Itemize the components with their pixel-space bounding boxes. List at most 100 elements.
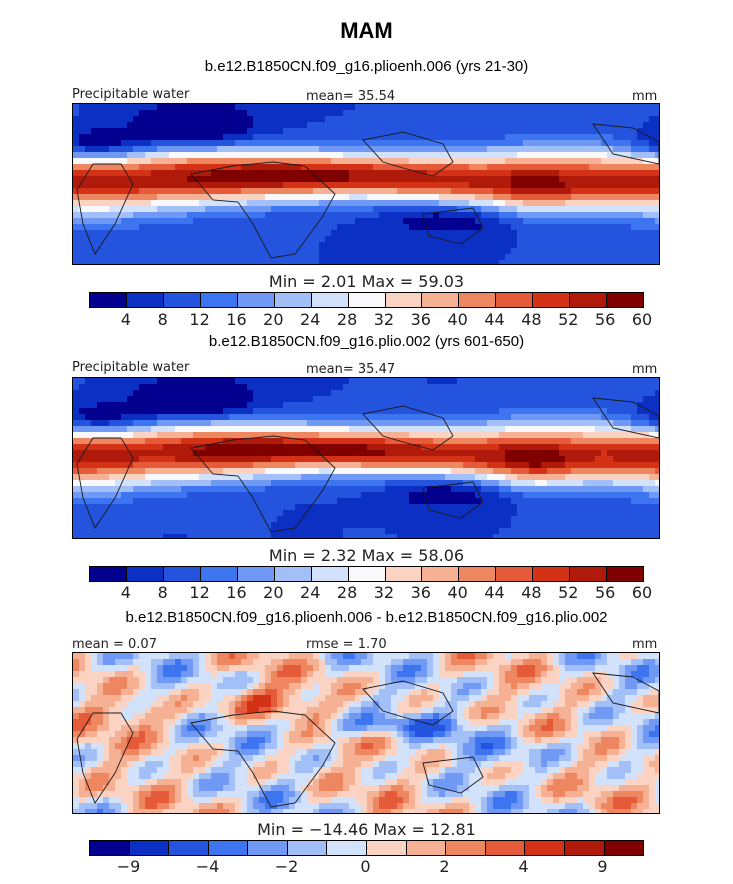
colorbar-swatch xyxy=(126,567,164,581)
colorbar-swatch xyxy=(604,841,644,855)
colorbar-tick-label: 32 xyxy=(373,583,395,602)
colorbar-swatch xyxy=(459,567,497,581)
panel-2-map xyxy=(72,377,660,539)
panel-3-units-label: mm xyxy=(632,637,658,652)
colorbar-tick-label: 24 xyxy=(300,583,321,602)
colorbar-swatch xyxy=(422,293,460,307)
panel-3-colorbar xyxy=(89,840,644,856)
colorbar-tick-label: 20 xyxy=(263,583,284,602)
colorbar-tick-label: 12 xyxy=(189,310,210,329)
colorbar-tick-label: 56 xyxy=(594,583,616,602)
colorbar-tick-label: 8 xyxy=(157,310,168,329)
panel-1-colorbar xyxy=(89,292,644,308)
colorbar-tick-label: 48 xyxy=(521,310,542,329)
colorbar-swatch xyxy=(422,567,460,581)
colorbar-swatch xyxy=(367,841,407,855)
colorbar-swatch xyxy=(533,293,571,307)
colorbar-swatch xyxy=(496,293,534,307)
colorbar-tick-label: 60 xyxy=(631,583,653,602)
colorbar-swatch xyxy=(348,567,386,581)
colorbar-tick-label: 28 xyxy=(336,310,358,329)
colorbar-swatch xyxy=(200,567,238,581)
colorbar-tick-label: 60 xyxy=(631,310,653,329)
panel-1-units-label: mm xyxy=(632,89,658,104)
colorbar-swatch xyxy=(525,841,565,855)
colorbar-tick-label: 28 xyxy=(336,583,358,602)
panel-2-field xyxy=(73,378,659,538)
colorbar-tick-label: 36 xyxy=(410,310,431,329)
panel-3-subtitle: b.e12.B1850CN.f09_g16.plioenh.006 - b.e1… xyxy=(125,609,608,626)
colorbar-swatch xyxy=(485,841,526,855)
colorbar-tick-label: 40 xyxy=(447,583,468,602)
colorbar-swatch xyxy=(126,293,164,307)
panel-1-variable-label: Precipitable water xyxy=(72,87,190,102)
colorbar-swatch xyxy=(274,293,312,307)
colorbar-tick-label: 48 xyxy=(521,583,542,602)
colorbar-swatch xyxy=(237,567,275,581)
colorbar-swatch xyxy=(607,567,644,581)
colorbar-swatch xyxy=(208,841,249,855)
colorbar-swatch xyxy=(163,567,201,581)
panel-2-min-max: Min = 2.32 Max = 58.06 xyxy=(268,546,465,565)
colorbar-swatch xyxy=(385,293,423,307)
colorbar-swatch xyxy=(163,293,201,307)
colorbar-swatch xyxy=(287,841,328,855)
panel-1-map xyxy=(72,103,660,265)
panel-3-map xyxy=(72,652,660,814)
panel-2-colorbar xyxy=(89,566,644,582)
panel-2-subtitle: b.e12.B1850CN.f09_g16.plio.002 (yrs 601-… xyxy=(208,333,525,350)
colorbar-swatch xyxy=(311,293,349,307)
colorbar-swatch xyxy=(169,841,209,855)
colorbar-swatch xyxy=(237,293,275,307)
panel-2-mean-label: mean= 35.47 xyxy=(306,362,396,377)
panel-1-subtitle: b.e12.B1850CN.f09_g16.plioenh.006 (yrs 2… xyxy=(204,58,529,75)
panel-3-rmse-label: rmse = 1.70 xyxy=(306,637,387,652)
colorbar-swatch xyxy=(248,841,288,855)
colorbar-swatch xyxy=(90,567,127,581)
panel-3-colorbar-ticks: −9 −4 −2 0 2 4 9 xyxy=(89,857,642,876)
colorbar-swatch xyxy=(274,567,312,581)
colorbar-tick-label: 52 xyxy=(558,310,579,329)
colorbar-tick-label: −4 xyxy=(195,857,220,876)
colorbar-swatch xyxy=(311,567,349,581)
colorbar-swatch xyxy=(496,567,534,581)
colorbar-tick-label: 44 xyxy=(484,310,505,329)
panel-1-field xyxy=(73,104,659,264)
colorbar-swatch xyxy=(90,293,127,307)
colorbar-tick-label: 56 xyxy=(594,310,616,329)
colorbar-swatch xyxy=(564,841,605,855)
panel-3-field xyxy=(73,653,659,813)
colorbar-swatch xyxy=(607,293,644,307)
panel-1-mean-label: mean= 35.54 xyxy=(306,89,396,104)
colorbar-swatch xyxy=(570,567,608,581)
colorbar-tick-label: 2 xyxy=(439,857,450,876)
panel-1-colorbar-ticks: 4 8 12 16 20 24 28 32 36 40 44 48 52 56 60 xyxy=(89,310,652,329)
colorbar-swatch xyxy=(327,841,368,855)
colorbar-tick-label: 40 xyxy=(447,310,468,329)
colorbar-swatch xyxy=(406,841,447,855)
colorbar-swatch xyxy=(533,567,571,581)
colorbar-tick-label: 4 xyxy=(120,583,131,602)
colorbar-tick-label: 52 xyxy=(558,583,579,602)
panel-2-colorbar-ticks: 4 8 12 16 20 24 28 32 36 40 44 48 52 56 60 xyxy=(89,583,652,602)
colorbar-tick-label: 16 xyxy=(226,583,247,602)
colorbar-tick-label: 36 xyxy=(410,583,431,602)
panel-2-variable-label: Precipitable water xyxy=(72,360,190,375)
colorbar-swatch xyxy=(90,841,130,855)
colorbar-tick-label: −2 xyxy=(274,857,299,876)
colorbar-swatch xyxy=(129,841,170,855)
colorbar-swatch xyxy=(459,293,497,307)
panel-3-min-max: Min = −14.46 Max = 12.81 xyxy=(257,820,476,839)
colorbar-tick-label: 16 xyxy=(226,310,247,329)
figure-title: MAM xyxy=(340,18,393,43)
panel-1-min-max: Min = 2.01 Max = 59.03 xyxy=(268,272,465,291)
colorbar-tick-label: 20 xyxy=(263,310,284,329)
panel-3-mean-label: mean = 0.07 xyxy=(72,637,157,652)
colorbar-tick-label: 44 xyxy=(484,583,505,602)
colorbar-swatch xyxy=(200,293,238,307)
colorbar-swatch xyxy=(446,841,486,855)
colorbar-tick-label: −9 xyxy=(116,857,141,876)
colorbar-tick-label: 4 xyxy=(518,857,529,876)
colorbar-tick-label: 0 xyxy=(360,857,371,876)
colorbar-tick-label: 12 xyxy=(189,583,210,602)
